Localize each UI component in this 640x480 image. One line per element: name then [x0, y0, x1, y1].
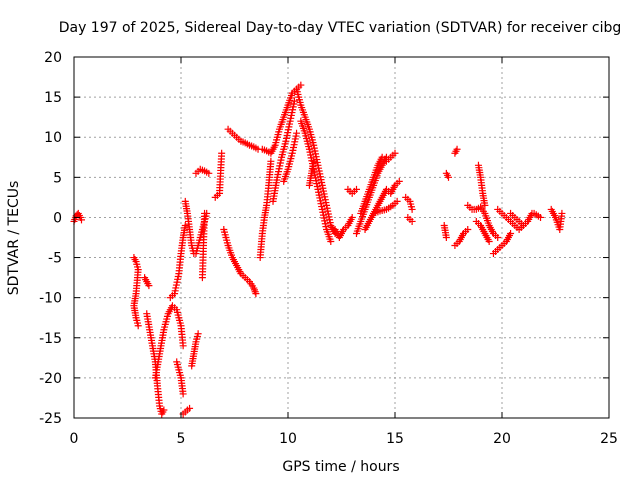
series-arc-c: [141, 274, 153, 290]
data-point: [179, 390, 187, 398]
y-tick-label: 15: [44, 90, 62, 106]
series-arc-g: [173, 358, 187, 398]
data-point: [395, 177, 403, 185]
series-arc-i: [179, 404, 194, 418]
data-point: [481, 201, 489, 209]
x-tick-label: 10: [279, 431, 297, 447]
data-point: [205, 169, 213, 177]
data-point: [145, 282, 153, 290]
data-point: [453, 145, 461, 153]
y-tick-label: -5: [48, 251, 62, 267]
data-point: [442, 234, 450, 241]
series-arc-ap: [530, 209, 545, 221]
data-point: [507, 229, 515, 237]
y-axis-label: SDTVAR / TECUs: [6, 181, 22, 296]
series-arc-r: [258, 81, 305, 157]
y-tick-label: -25: [39, 411, 62, 427]
data-point: [310, 157, 318, 165]
series-arc-ai: [451, 145, 461, 157]
data-point: [290, 97, 298, 105]
series-arc-ac: [370, 197, 401, 217]
series-arc-am: [489, 229, 515, 258]
data-point: [267, 157, 275, 165]
data-point: [252, 290, 260, 298]
x-tick-label: 15: [386, 431, 404, 447]
data-point: [297, 81, 305, 89]
y-tick-label: 0: [53, 210, 62, 226]
series-arc-m: [198, 209, 209, 282]
series-arc-ag: [440, 221, 450, 241]
data-point: [201, 209, 209, 217]
data-point: [160, 406, 168, 414]
series-arc-n: [211, 149, 226, 201]
data-points: [70, 81, 566, 418]
y-tick-label: -15: [39, 331, 62, 347]
series-arc-aj: [464, 201, 502, 241]
x-tick-label: 25: [600, 431, 618, 447]
data-point: [537, 213, 545, 221]
series-arc-l: [192, 165, 213, 177]
chart-title: Day 197 of 2025, Sidereal Day-to-day VTE…: [59, 20, 622, 36]
x-tick-label: 0: [70, 431, 79, 447]
data-point: [134, 322, 142, 330]
plot-frame: [73, 56, 610, 419]
series-arc-b: [130, 254, 142, 330]
series-arc-ah: [451, 225, 472, 250]
data-point: [179, 342, 187, 350]
series-arc-aa: [357, 149, 399, 217]
series-arc-ak: [474, 161, 489, 209]
data-point: [393, 197, 401, 205]
data-point: [494, 234, 502, 241]
series-arc-j: [188, 330, 202, 370]
data-point: [485, 238, 493, 246]
y-tick-label: 20: [44, 50, 62, 66]
data-point: [408, 217, 416, 225]
series-arc-al: [472, 217, 493, 246]
series-arc-s: [269, 97, 298, 205]
series-arc-f: [166, 221, 189, 302]
series-arc-x: [331, 213, 356, 241]
x-tick-label: 5: [177, 431, 186, 447]
series-arc-o: [220, 225, 260, 298]
grid: [74, 57, 609, 418]
data-point: [293, 129, 301, 137]
y-tick-label: -10: [39, 291, 62, 307]
y-tick-label: 5: [53, 170, 62, 186]
series-arc-ao: [507, 209, 536, 229]
series-arc-p: [224, 125, 262, 153]
series-arc-t: [280, 129, 301, 185]
data-point: [186, 404, 194, 412]
data-point: [194, 330, 202, 338]
data-point: [181, 221, 189, 229]
data-point: [348, 213, 356, 221]
series-arc-e: [151, 302, 187, 382]
data-point: [464, 225, 472, 233]
series-arc-y: [344, 185, 360, 197]
y-tick-label: -20: [39, 371, 62, 387]
data-point: [77, 216, 85, 224]
data-point: [408, 205, 416, 213]
data-point: [352, 185, 360, 193]
series-arc-w: [305, 157, 318, 189]
data-point: [445, 173, 452, 181]
series-arc-af: [442, 169, 452, 181]
data-point: [218, 149, 226, 157]
series-arc-q: [256, 157, 275, 262]
x-axis-label: GPS time / hours: [282, 459, 399, 475]
axis-ticks: 0 5 10 15 20 25 -25 -20 -15 -10 -5 0 5 10 15 20: [39, 50, 618, 447]
x-tick-label: 20: [493, 431, 511, 447]
series-arc-ad: [402, 193, 416, 213]
data-point: [558, 209, 566, 217]
data-point: [327, 238, 335, 246]
series-arc-ae: [404, 213, 416, 225]
y-tick-label: 10: [44, 130, 62, 146]
data-point: [391, 149, 399, 157]
series-arc-aq: [547, 205, 566, 233]
